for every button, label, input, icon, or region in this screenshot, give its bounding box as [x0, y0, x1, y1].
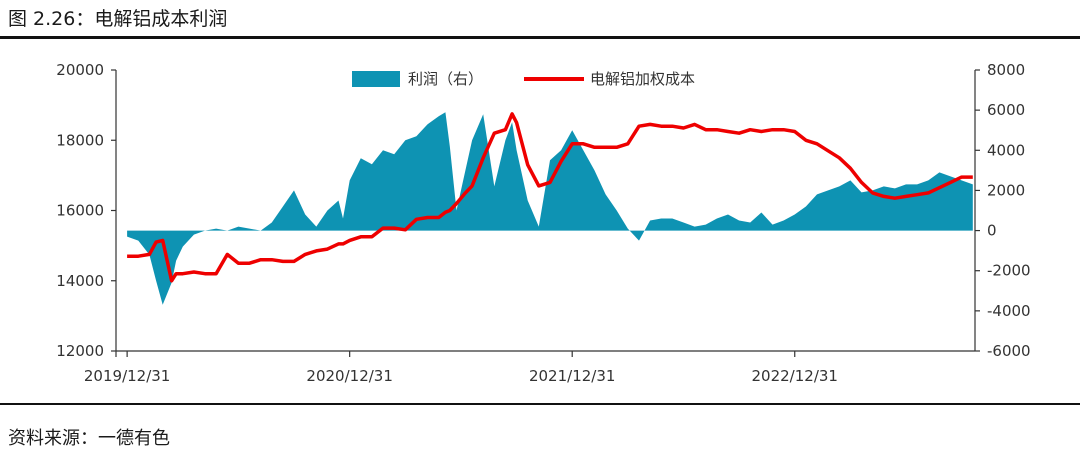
left-tick-label: 12000 [56, 342, 104, 360]
legend: 利润（右） 电解铝加权成本 [352, 70, 695, 88]
plot-area [127, 112, 973, 305]
left-tick-label: 16000 [56, 202, 104, 220]
legend-swatch-profit [352, 71, 400, 87]
bottom-rule [0, 403, 1080, 405]
right-tick-label: 2000 [987, 181, 1025, 199]
right-tick-label: 6000 [987, 101, 1025, 119]
x-tick-label: 2022/12/31 [752, 367, 838, 385]
x-tick-label: 2019/12/31 [84, 367, 170, 385]
left-axis-ticks: 12000 14000 16000 18000 20000 [56, 61, 116, 360]
profit-area [127, 112, 973, 305]
left-tick-label: 20000 [56, 61, 104, 79]
right-axis-ticks: -6000 -4000 -2000 0 2000 4000 6000 8000 [975, 61, 1031, 360]
x-tick-label: 2021/12/31 [529, 367, 615, 385]
x-axis-ticks: 2019/12/31 2020/12/31 2021/12/31 2022/12/31 [84, 351, 838, 385]
left-tick-label: 14000 [56, 272, 104, 290]
source-note: 资料来源：一德有色 [8, 428, 170, 449]
right-tick-label: 0 [987, 222, 997, 240]
figure-title: 图 2.26：电解铝成本利润 [8, 8, 228, 30]
top-rule [0, 36, 1080, 39]
legend-label-profit: 利润（右） [408, 70, 483, 88]
x-tick-label: 2020/12/31 [306, 367, 392, 385]
right-tick-label: -6000 [987, 342, 1031, 360]
legend-label-cost: 电解铝加权成本 [590, 70, 695, 88]
right-tick-label: 4000 [987, 141, 1025, 159]
left-tick-label: 18000 [56, 131, 104, 149]
cost-line [127, 112, 973, 283]
right-tick-label: 8000 [987, 61, 1025, 79]
right-tick-label: -4000 [987, 302, 1031, 320]
right-tick-label: -2000 [987, 262, 1031, 280]
